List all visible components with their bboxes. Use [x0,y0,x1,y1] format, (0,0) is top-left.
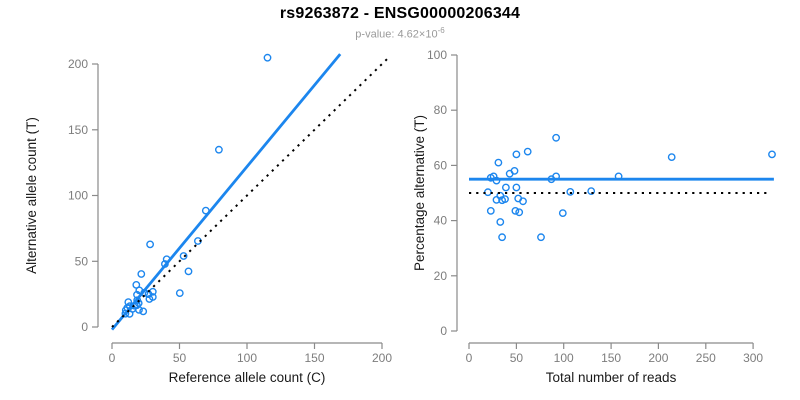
data-point [498,233,506,242]
regression-line [110,53,342,331]
data-point [537,233,545,242]
x-tick-label: 0 [109,351,116,365]
x-tick-label: 250 [696,351,716,365]
data-point [132,280,141,289]
data-point [494,158,503,167]
data-point [523,147,532,156]
y-tick-label: 80 [434,103,448,117]
data-point [492,195,501,204]
x-tick-label: 200 [648,351,668,365]
data-point [146,240,155,249]
data-point [496,218,505,226]
data-point [519,197,527,206]
data-point [263,53,272,62]
x-tick-label: 0 [466,351,473,365]
x-tick-label: 50 [173,351,187,365]
y-tick-label: 100 [427,48,447,62]
y-tick-label: 200 [68,57,88,71]
data-point [515,208,524,217]
data-point [148,293,157,301]
y-tick-label: 60 [434,158,448,172]
x-tick-label: 100 [237,351,257,365]
pvalue-exponent: -6 [437,26,445,35]
data-point [179,252,188,260]
y-axis-label: Alternative allele count (T) [24,117,39,274]
data-point [512,150,521,159]
data-point [501,195,509,204]
data-point [552,133,560,142]
data-point [501,183,510,192]
data-point [184,267,193,276]
x-axis-label: Reference allele count (C) [169,370,326,385]
data-point [483,188,492,197]
data-point [511,206,520,215]
figure-title: rs9263872 - ENSG00000206344 [279,5,521,22]
data-point [124,298,133,306]
identity-line [111,56,390,328]
data-point [566,187,575,196]
data-point [667,153,676,162]
data-point [148,287,157,296]
y-axis-label: Percentage alternative (T) [412,115,427,271]
data-point [139,307,148,316]
data-point [768,150,776,159]
y-tick-label: 150 [68,123,88,137]
data-point [510,166,519,175]
x-tick-label: 100 [554,351,574,365]
data-point [492,176,501,185]
x-tick-label: 150 [304,351,324,365]
data-point [558,209,567,218]
data-point [214,145,223,154]
data-point [175,289,184,297]
allele-count-scatter: 0 50 100 150 200 0 50 100 150 200 Reference allele… [24,53,392,385]
figure-header: rs9263872 - ENSG00000206344 p-value: 4.6… [0,5,800,41]
data-point [137,270,146,278]
percentage-scatter: 0 20 40 60 80 100 0 50 100 150 200 250 300 Total numb… [412,48,776,385]
y-tick-label: 0 [81,320,88,334]
x-axis-label: Total number of reads [546,370,677,385]
data-point [512,183,521,192]
x-tick-label: 150 [601,351,621,365]
y-tick-label: 20 [434,269,448,283]
pvalue-subtitle: p-value: 4.62×10-6 [0,26,800,41]
x-tick-label: 300 [743,351,763,365]
y-tick-label: 100 [68,189,88,203]
y-tick-label: 0 [440,324,447,338]
y-tick-label: 50 [75,254,89,268]
data-point [587,187,596,196]
x-tick-label: 200 [372,351,392,365]
y-tick-label: 40 [434,214,448,228]
data-point [486,206,495,215]
x-tick-label: 50 [510,351,524,365]
pvalue-text: p-value: 4.62×10 [355,28,438,41]
